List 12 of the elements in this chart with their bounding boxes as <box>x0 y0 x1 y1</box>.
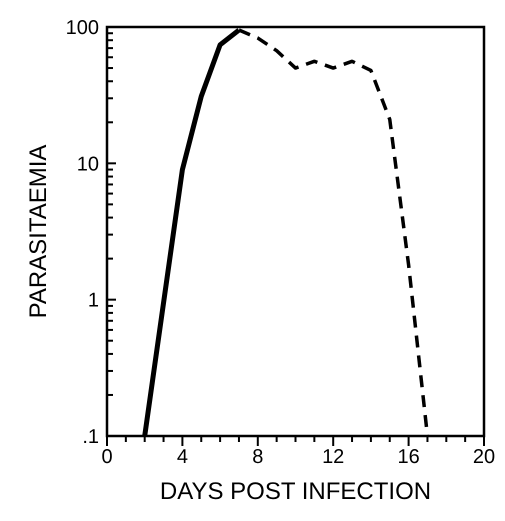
x-tick-label: 4 <box>176 446 188 468</box>
y-tick-label: .1 <box>82 426 99 448</box>
x-axis-title: DAYS POST INFECTION <box>160 478 432 505</box>
x-tick-label: 20 <box>472 446 496 468</box>
x-tick-label: 16 <box>397 446 420 468</box>
x-tick-label: 0 <box>101 446 113 468</box>
y-axis-title: PARASITAEMIA <box>25 144 52 318</box>
y-tick-label: 10 <box>76 153 99 176</box>
y-tick-label: 100 <box>66 17 99 39</box>
y-tick-label: 1 <box>88 290 99 312</box>
x-tick-label: 8 <box>252 446 264 468</box>
x-tick-label: 12 <box>322 446 344 468</box>
